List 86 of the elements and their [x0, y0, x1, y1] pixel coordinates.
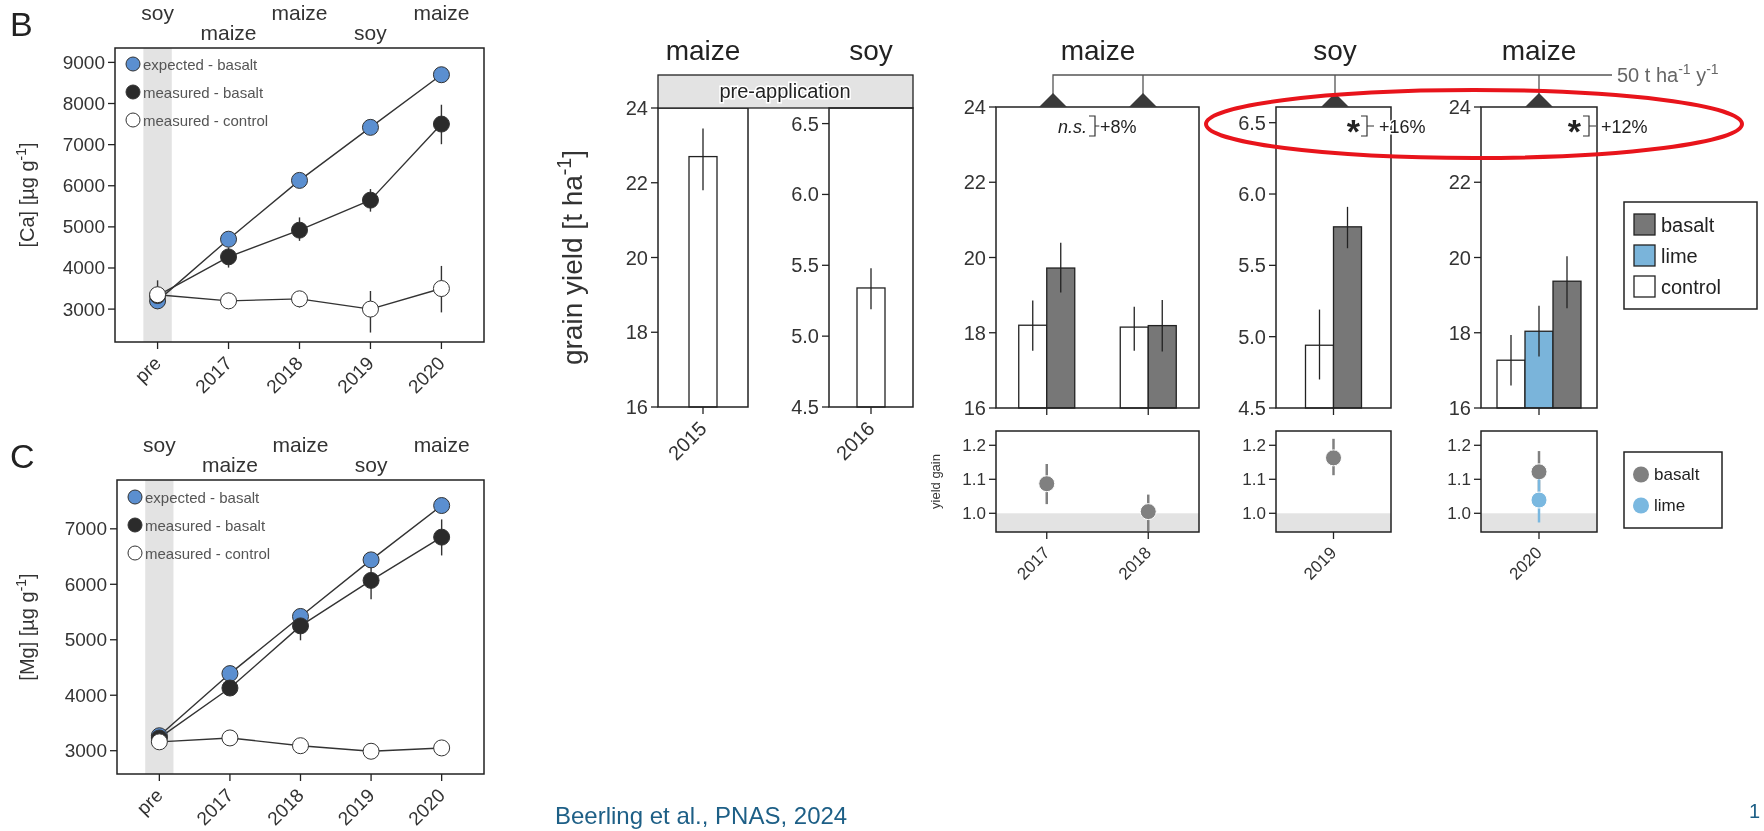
legend-label: basalt: [1661, 213, 1715, 236]
y-tick-label: 1.2: [962, 435, 986, 455]
y-tick-label: 20: [1448, 246, 1471, 269]
annotation: n.s.: [1057, 117, 1087, 137]
y-tick-label: 6000: [62, 175, 105, 197]
text: Beerling et al., PNAS, 2024: [555, 802, 848, 829]
text: 1: [1748, 800, 1760, 822]
y-tick-label: 18: [1448, 321, 1471, 344]
y-tick-label: 4.5: [791, 396, 819, 418]
legend-label: control: [1661, 275, 1722, 298]
chart-title: soy: [1313, 35, 1357, 66]
legend-label: measured - control: [143, 111, 269, 129]
y-tick-label: 4.5: [1238, 397, 1266, 419]
y-tick-label: 1.2: [1447, 435, 1471, 455]
y-tick-label: 9000: [62, 51, 105, 73]
y-tick-label: 6.5: [1238, 111, 1266, 134]
text: maize: [413, 433, 470, 456]
y-tick-label: 22: [1448, 171, 1471, 194]
y-tick-label: 5.5: [791, 254, 819, 277]
y-tick-label: 1.2: [1242, 435, 1266, 455]
y-tick-label: 18: [963, 321, 986, 344]
text: maize: [201, 453, 258, 476]
y-tick-label: 7000: [62, 134, 105, 156]
y-tick-label: 16: [625, 396, 648, 418]
y-tick-label: 22: [963, 171, 986, 194]
y-tick-label: 24: [625, 97, 648, 119]
legend-label: measured - basalt: [143, 83, 264, 101]
y-tick-label: 1.1: [1447, 469, 1471, 489]
y-tick-label: 20: [625, 246, 648, 269]
y-tick-label: 18: [625, 321, 648, 344]
y-tick-label: 1.1: [962, 469, 986, 489]
y-tick-label: 5000: [62, 216, 105, 238]
chart-title: maize: [665, 35, 741, 66]
text: maize: [200, 21, 257, 44]
legend-label: expected - basalt: [145, 488, 261, 506]
text: soy: [143, 433, 177, 456]
chart-title: soy: [849, 35, 893, 66]
annotation: *: [1346, 112, 1361, 150]
chart-title: maize: [1501, 35, 1577, 66]
y-tick-label: 5.0: [1238, 325, 1266, 348]
legend-label: expected - basalt: [143, 55, 259, 73]
text: +12%: [1601, 117, 1648, 137]
legend-label: lime: [1654, 496, 1686, 515]
chart-title: maize: [1060, 35, 1136, 66]
y-tick-label: 1.0: [1242, 503, 1266, 523]
legend-label: basalt: [1654, 465, 1700, 484]
y-tick-label: 20: [963, 246, 986, 269]
text: soy: [354, 453, 388, 476]
y-tick-label: 6.5: [791, 112, 819, 135]
y-tick-label: 3000: [62, 298, 105, 320]
text: soy: [141, 1, 175, 24]
y-tick-label: 24: [963, 96, 986, 118]
legend-label: lime: [1661, 244, 1698, 267]
y-tick-label: 8000: [62, 93, 105, 115]
y-tick-label: 5000: [64, 629, 107, 651]
legend-label: measured - basalt: [145, 516, 266, 534]
y-tick-label: 6.0: [791, 183, 819, 206]
y-tick-label: 24: [1448, 96, 1471, 118]
text: maize: [272, 433, 329, 456]
x-tick-label: pre: [132, 784, 167, 819]
y-tick-label: 7000: [64, 518, 107, 540]
y-tick-label: 4000: [62, 257, 105, 279]
y-tick-label: 22: [625, 171, 648, 194]
y-tick-label: 5.0: [791, 325, 819, 348]
y-axis-title: yield gain: [928, 454, 943, 509]
y-tick-label: 1.0: [1447, 503, 1471, 523]
y-tick-label: 6000: [64, 573, 107, 595]
y-tick-label: 4000: [64, 684, 107, 706]
y-tick-label: 5.5: [1238, 254, 1266, 277]
y-tick-label: 1.0: [962, 503, 986, 523]
y-tick-label: 6.0: [1238, 183, 1266, 206]
legend-label: measured - control: [145, 544, 271, 562]
text: maize: [413, 1, 470, 24]
text: 50 t ha$^{-1}$ y$^{-1}$: [1617, 61, 1719, 86]
annotation: +8%: [1100, 117, 1137, 137]
y-tick-label: 16: [1448, 397, 1471, 419]
text: pre-application: [719, 80, 851, 102]
y-tick-label: 1.1: [1242, 469, 1266, 489]
chart-title: B: [10, 5, 33, 43]
annotation: *: [1567, 112, 1582, 150]
x-tick-label: pre: [130, 352, 165, 387]
y-tick-label: 16: [963, 397, 986, 419]
text: soy: [354, 21, 388, 44]
text: maize: [271, 1, 328, 24]
chart-title: C: [10, 437, 35, 475]
y-tick-label: 3000: [64, 740, 107, 762]
